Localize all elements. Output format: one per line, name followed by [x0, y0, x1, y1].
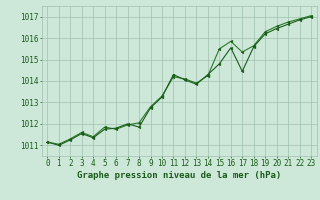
X-axis label: Graphe pression niveau de la mer (hPa): Graphe pression niveau de la mer (hPa) — [77, 171, 281, 180]
